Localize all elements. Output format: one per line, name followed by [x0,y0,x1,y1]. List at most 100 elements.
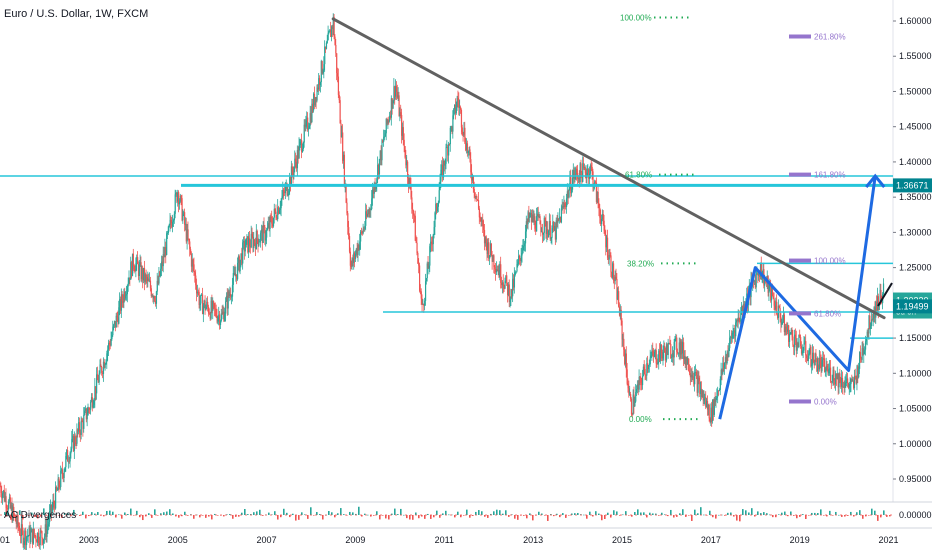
candle [859,351,861,375]
candle-body [682,342,684,354]
candle-body [696,374,698,393]
candle [736,318,739,328]
candle-body [459,107,461,109]
candle [0,481,1,488]
candle [206,297,208,309]
candle [788,329,791,348]
candle [853,377,855,390]
candle-body [29,527,31,543]
candle-body [354,253,357,259]
candle-body [566,191,569,199]
candle-body [380,150,382,161]
candle [596,191,598,204]
candle-body [170,219,172,224]
candle [674,336,676,350]
candle [31,527,33,533]
candle [668,342,670,345]
candle-body [231,284,234,297]
candle-body [583,167,586,169]
candle-body [548,221,551,231]
candle-body [365,211,367,226]
ac-bar [115,515,117,518]
candle [303,119,305,148]
candle-body [148,278,150,282]
ac-bar [460,515,462,518]
candle [69,451,71,468]
ac-bar [823,515,825,516]
candle [194,270,196,283]
candle-body [841,377,843,387]
candle [726,350,728,365]
candle [693,372,695,387]
fib-right: 261.80%161.80%100.00%61.80%0.00% [789,33,846,406]
candle [459,99,461,116]
candle-body [372,189,374,199]
candle [587,163,589,176]
candle [161,256,164,272]
candle-body [105,361,107,365]
candle-body [200,294,202,304]
candle-body [400,112,402,115]
candle [415,235,417,244]
candle-body [617,291,619,300]
candle-body [477,199,479,201]
candle-body [690,374,692,378]
price-tick-label: 1.40000 [899,157,932,167]
candle-body [141,268,143,280]
candle [757,272,759,284]
candle [710,403,712,426]
candle-body [526,221,528,225]
candle [629,385,631,396]
candle-body [107,349,109,354]
candle [465,137,467,152]
candle [882,278,885,295]
candle [235,266,237,282]
candle-body [575,168,577,175]
candle [380,145,382,166]
candle-body [116,315,118,318]
candle-body [14,514,16,516]
candle-body [74,436,76,444]
ac-bar [247,514,249,515]
candle [210,297,212,321]
candle [396,84,398,100]
ac-bar [58,515,60,516]
ac-bar [313,515,315,516]
ac-bar [433,515,435,518]
candle-body [109,344,111,346]
candle [486,238,488,261]
candle-body [531,214,533,222]
candle-body [286,183,288,196]
candle [74,433,76,447]
candle [113,320,116,328]
candle-body [494,266,496,269]
candle-body [158,271,160,284]
candle-body [31,528,33,533]
candle-body [734,330,736,337]
candle [101,365,103,376]
candle-body [358,244,360,250]
candle [208,308,211,315]
ac-bar [463,515,465,516]
candle [51,501,53,517]
candle [516,259,518,273]
candle [181,194,183,222]
candle-body [418,263,420,266]
candle [626,362,628,386]
price-tick-label: 0.95000 [899,474,932,484]
candle [706,398,708,408]
candle-body [498,269,500,277]
candle-body [61,469,63,471]
candle-body [490,243,492,256]
secondary-price-tag: 1.19499 [893,299,932,314]
candle [679,337,681,361]
candle [357,240,359,262]
candle-body [78,422,81,433]
candle [28,525,30,537]
candle [419,284,422,295]
candle-body [123,291,125,303]
candle-body [66,449,69,462]
candle-body [871,319,874,321]
